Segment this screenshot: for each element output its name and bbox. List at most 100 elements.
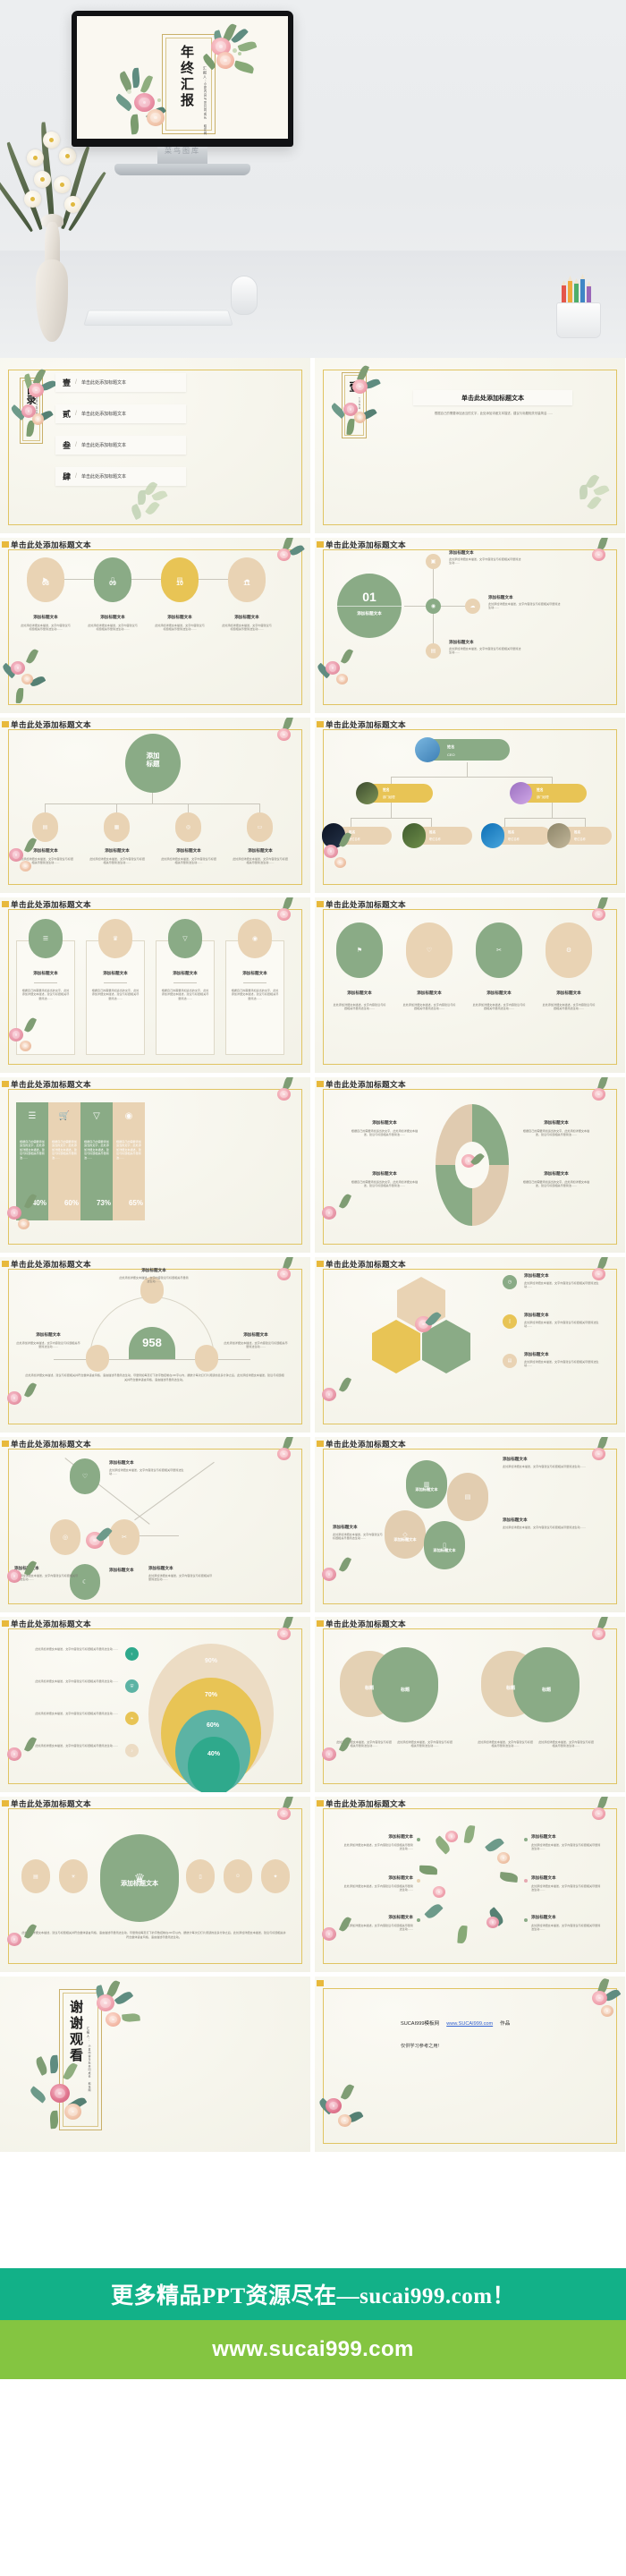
slide-triangle-circles[interactable]: 单击此处添加标题文本 ♡ ◎ ✂ ☾ 添加标题文本 此处添加详细文本描述，文字内…	[0, 1437, 310, 1612]
tri-node[interactable]: ◎	[50, 1519, 80, 1555]
trophy-side-oval[interactable]: ▯	[186, 1859, 215, 1893]
branch-icon-circle[interactable]: ▣	[426, 554, 441, 569]
chapter-headline: 单击此处添加标题文本	[461, 394, 524, 402]
slide-four-floral-ovals[interactable]: 单击此处添加标题文本 ⚑ ♡ ✂ ⚙ 添加标题文本 添加标题文本 添加标题文本 …	[315, 897, 625, 1073]
slide-trophy-row[interactable]: 单击此处添加标题文本 ▤ ☀ ☺ ✦ ▯ ♛ 添加标题文本 此处添加详细文本描述…	[0, 1797, 310, 1972]
team-mid-card[interactable]	[361, 784, 433, 803]
slide-percent-bars[interactable]: 单击此处添加标题文本 ☰ 🛒 ▽ ◉ 根据自己的需要添加适当的文字，此处添加详细…	[0, 1077, 310, 1253]
trophy-center-wreath[interactable]: ♛	[100, 1834, 179, 1922]
slide-org-chart[interactable]: 单击此处添加标题文本 添加 标题 ▤ ▦ ◎ ▭ 添加标题文本 添加标题文本 添加…	[0, 718, 310, 893]
slide-table-of-contents[interactable]: 目录 六月内容与您共同成长 壹 / 单击此处添加标题文本 贰 /	[0, 358, 310, 533]
cluster-circle[interactable]: ▤	[447, 1473, 488, 1521]
floral-oval[interactable]: ⚑	[336, 922, 383, 978]
tri-node[interactable]: ☾	[70, 1564, 100, 1600]
camera-icon: ◉	[251, 936, 258, 942]
donut-label: 添加标题文本	[372, 1120, 397, 1125]
slide-four-wreath-cards[interactable]: 单击此处添加标题文本 ☰ ♛ ▽ ◉ 添加标题文本 添加标题文本 添加标题文本 …	[0, 897, 310, 1073]
org-node[interactable]: ◎	[175, 812, 201, 842]
slide-row: 目录 六月内容与您共同成长 壹 / 单击此处添加标题文本 贰 /	[0, 358, 626, 533]
title-marker	[2, 1440, 9, 1447]
team-root-role: CEO	[447, 752, 455, 757]
bullet-dot	[524, 1838, 528, 1841]
cluster-circle[interactable]: ▥	[406, 1460, 447, 1509]
ring-inner[interactable]	[188, 1737, 240, 1792]
slide-wreath-six-labels[interactable]: 单击此处添加标题文本 添加标题文本 此处添加详细文本描述，文字内容建议与标题相关…	[315, 1797, 625, 1972]
floral-oval[interactable]: ✂	[476, 922, 522, 978]
card[interactable]	[225, 940, 284, 1055]
toc-item-3[interactable]: 叁 / 单击此处添加标题文本	[55, 436, 186, 455]
cover-subtitle-value: 小夏内容与您共同成长 稻花网	[203, 82, 207, 136]
toc-item-4[interactable]: 肆 / 单击此处添加标题文本	[55, 467, 186, 486]
slide-circle-branches[interactable]: 单击此处添加标题文本 01 添加标题文本 ▣ ◉ ▤ ☁ 添加标题文本 此处添加…	[315, 538, 625, 713]
org-node[interactable]: ▤	[32, 812, 58, 842]
hex-item-icon[interactable]: ▯	[503, 1314, 517, 1329]
camera-icon: ◉	[430, 604, 436, 609]
credit-link[interactable]: www.SUCAI999.com	[446, 2021, 494, 2027]
root-wreath[interactable]	[125, 734, 181, 793]
card[interactable]	[156, 940, 215, 1055]
trophy-side-oval[interactable]: ☺	[224, 1859, 252, 1893]
tri-node[interactable]: ♡	[70, 1458, 100, 1494]
row-icon[interactable]: ♀	[125, 1647, 139, 1661]
promo-banner-primary[interactable]: 更多精品PPT资源尽在—sucai999.com！	[0, 2268, 626, 2320]
promo-banner-secondary[interactable]: www.sucai999.com	[0, 2320, 626, 2379]
slide-cluster-circles[interactable]: 单击此处添加标题文本 ▥ ▤ ◇ ▯ 添加标题文本 添加标题文本 添加标题文本 …	[315, 1437, 625, 1612]
monitor-icon: ▭	[257, 825, 263, 830]
branch-icon-circle[interactable]: ◉	[426, 599, 441, 614]
card[interactable]	[16, 940, 75, 1055]
branch-icon-circle[interactable]: ☁	[465, 599, 480, 614]
cluster-circle[interactable]: ▯	[424, 1521, 465, 1569]
slide-gauge[interactable]: 单击此处添加标题文本 958 添加标题文本 此处添加详细文本描述，文字内容建议与…	[0, 1257, 310, 1433]
female-icon: ♀	[130, 1651, 134, 1657]
tri-node[interactable]: ✂	[109, 1519, 140, 1555]
row-icon[interactable]: ♪	[125, 1744, 139, 1757]
timeline-node[interactable]: ▶	[27, 557, 64, 602]
org-node[interactable]: ▭	[247, 812, 273, 842]
bullet-dot	[417, 1918, 420, 1922]
team-mid-card[interactable]	[515, 784, 587, 803]
timeline-node[interactable]: ☁	[228, 557, 266, 602]
card-icon-wreath: ▽	[168, 919, 202, 958]
gauge-left-node[interactable]	[86, 1345, 109, 1372]
slide-team-chart[interactable]: 单击此处添加标题文本 姓名 CEO 姓名 部门经理 姓名 部门经理	[315, 718, 625, 893]
slide-donut-chart[interactable]: 单击此处添加标题文本 添加标题文本 根据自己的需要添加适当的文字，此处添加详细文…	[315, 1077, 625, 1253]
slide-two-pairs[interactable]: 单击此处添加标题文本 标题 标题 标题 标题 此处添加详细文本描述，文字内容建议…	[315, 1617, 625, 1792]
toc-item-1[interactable]: 壹 / 单击此处添加标题文本	[55, 373, 186, 392]
hexagon[interactable]	[372, 1320, 420, 1373]
percent-bar[interactable]	[80, 1102, 113, 1220]
cluster-circle[interactable]: ◇	[385, 1510, 426, 1559]
percent-bar[interactable]	[113, 1102, 145, 1220]
node-label: 添加标题文本	[234, 615, 259, 619]
floral-oval[interactable]: ⚙	[546, 922, 592, 978]
slide-concentric-rings[interactable]: 单击此处添加标题文本 90% 70% 60% 40% ♀ ⛨ ❧ ♪ 此处添加详…	[0, 1617, 310, 1792]
pair-right-circle[interactable]	[513, 1647, 579, 1722]
gauge-value: 958	[142, 1336, 162, 1349]
trophy-side-oval[interactable]: ▤	[21, 1859, 50, 1893]
wreath-body: 此处添加详细文本描述，文字内容建议与标题相关尽量简洁生动……	[343, 1884, 413, 1892]
row-icon[interactable]: ❧	[125, 1712, 139, 1725]
slide-credits[interactable]: SUCAI999模板网 www.SUCAI999.com 作品 仅供学习参考之用…	[315, 1977, 625, 2152]
slide-timeline[interactable]: 单击此处添加标题文本 ▶ ▯ ▤ ☁ 08 09 10 11 添加标题文本 添加…	[0, 538, 310, 713]
slide-chapter-divider[interactable]: 壹 六月内容 单击此处添加标题文本 根据自己的需要添加适当的文字，此处添加详细文…	[315, 358, 625, 533]
trophy-side-oval[interactable]: ☀	[59, 1859, 88, 1893]
floral-oval[interactable]: ♡	[406, 922, 453, 978]
row-icon[interactable]: ⛨	[125, 1679, 139, 1693]
slide-thank-you[interactable]: 谢谢观看 汇报人： 小夏内容与您共同成长 稻花网	[0, 1977, 310, 2152]
oval-body: 此处添加详细文本描述，文字内容建议与标题相关尽量简洁生动……	[472, 1003, 526, 1011]
toc-item-2[interactable]: 贰 / 单击此处添加标题文本	[55, 404, 186, 423]
card[interactable]	[86, 940, 145, 1055]
hex-item-icon[interactable]: ▤	[503, 1354, 517, 1368]
percent-bar[interactable]	[48, 1102, 80, 1220]
slide-hexagons[interactable]: 单击此处添加标题文本 ◷ ▯ ▤ 添加标题文本 此处添加详细文本描述，文字内容建…	[315, 1257, 625, 1433]
timeline-node[interactable]: ▯	[94, 557, 131, 602]
timeline-node[interactable]: ▤	[161, 557, 199, 602]
org-node[interactable]: ▦	[104, 812, 130, 842]
gauge-top-node[interactable]	[140, 1277, 164, 1304]
branch-icon-circle[interactable]: ▤	[426, 643, 441, 659]
gauge-right-node[interactable]	[195, 1345, 218, 1372]
cluster-side-body: 此处添加详细文本描述，文字内容建议与标题相关尽量简洁生动……	[503, 1465, 586, 1468]
hex-item-icon[interactable]: ◷	[503, 1275, 517, 1289]
pair-right-circle[interactable]	[372, 1647, 438, 1722]
trophy-side-oval[interactable]: ✦	[261, 1859, 290, 1893]
thankyou-subtitle-value: 小夏内容与您共同成长 稻花网	[88, 2045, 90, 2093]
